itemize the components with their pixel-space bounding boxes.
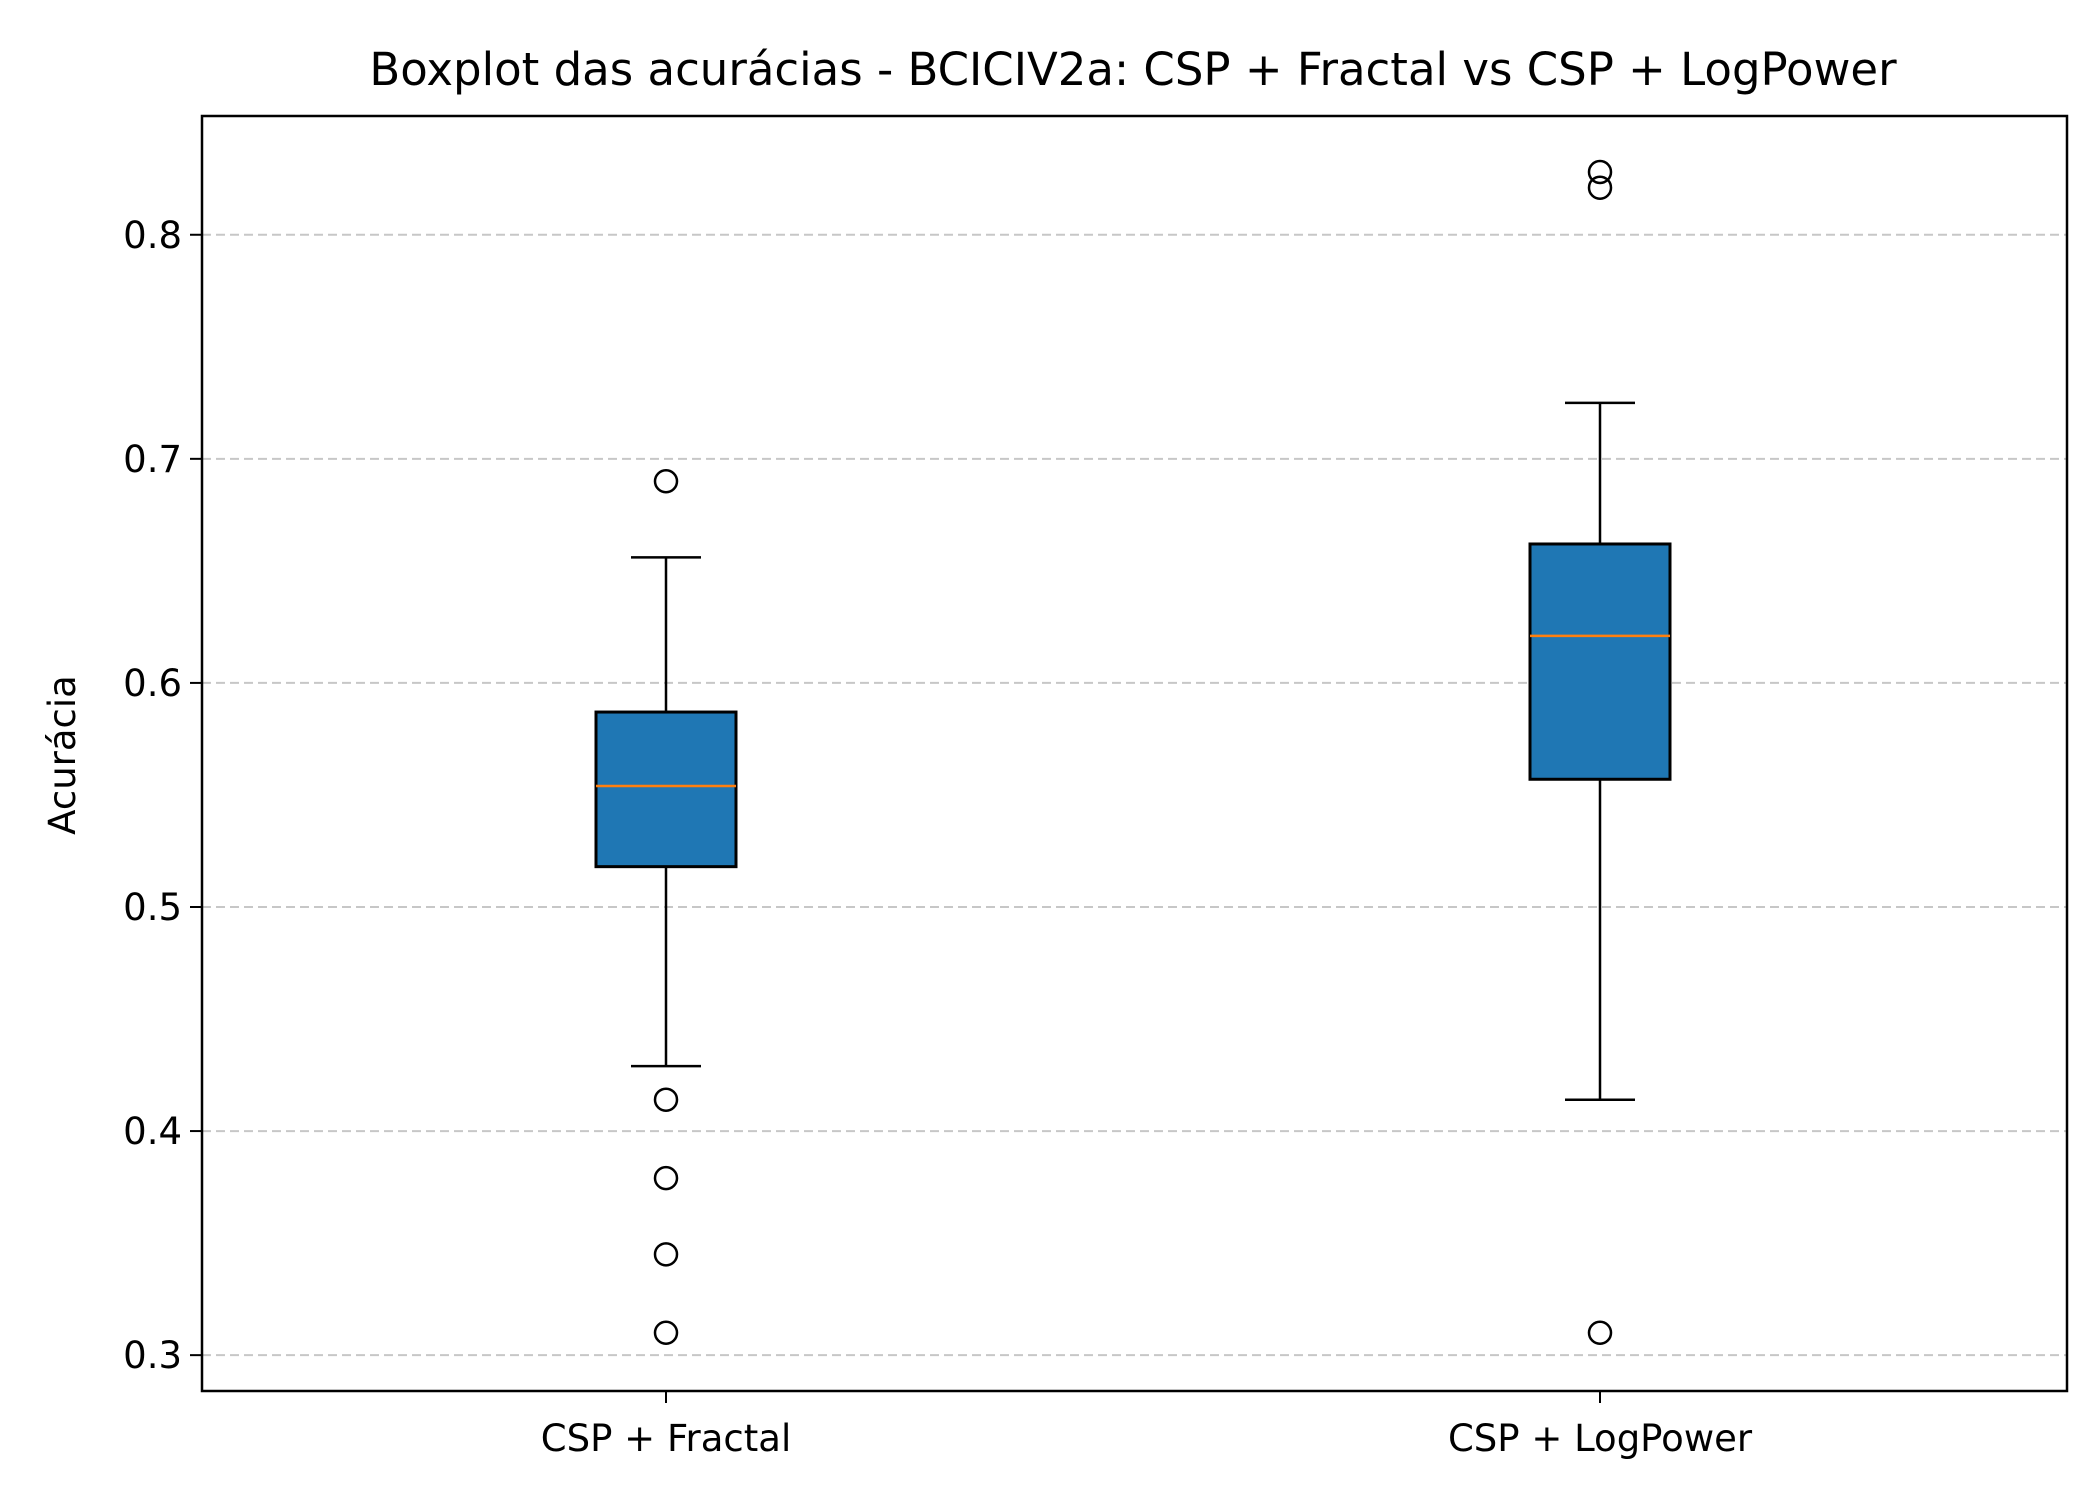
box-group [1528, 159, 1672, 1345]
y-tick-label: 0.7 [123, 438, 182, 481]
outlier-point [1587, 175, 1613, 200]
box-iqr [594, 710, 738, 869]
y-tick-label: 0.6 [123, 662, 182, 705]
axes-layer: 0.3 0.4 0.5 0.6 0.7 0.8 CSP + Fractal CSP + Log… [123, 114, 2069, 1460]
outlier-point [653, 1165, 679, 1191]
outlier-point [653, 1087, 679, 1112]
boxes-layer [594, 159, 1672, 1345]
outlier-point [653, 1242, 679, 1267]
chart-title: Boxplot das acurácias - BCICIV2a: CSP + … [369, 43, 1897, 96]
outlier-point [653, 468, 679, 494]
box-iqr [1528, 542, 1672, 781]
y-tick-label: 0.3 [123, 1334, 182, 1377]
plot-frame [200, 114, 2069, 1393]
outlier-point [653, 1320, 679, 1345]
outlier-point [1587, 159, 1613, 185]
outlier-point [1587, 1320, 1613, 1345]
box-group [594, 468, 738, 1345]
grid-lines [202, 233, 2067, 1357]
y-axis-label: Acurácia [41, 675, 84, 835]
x-tick-label: CSP + Fractal [541, 1417, 791, 1460]
y-tick-label: 0.4 [123, 1110, 182, 1153]
y-tick-label: 0.8 [123, 214, 182, 257]
x-tick-label: CSP + LogPower [1448, 1417, 1753, 1460]
y-tick-label: 0.5 [123, 886, 182, 929]
